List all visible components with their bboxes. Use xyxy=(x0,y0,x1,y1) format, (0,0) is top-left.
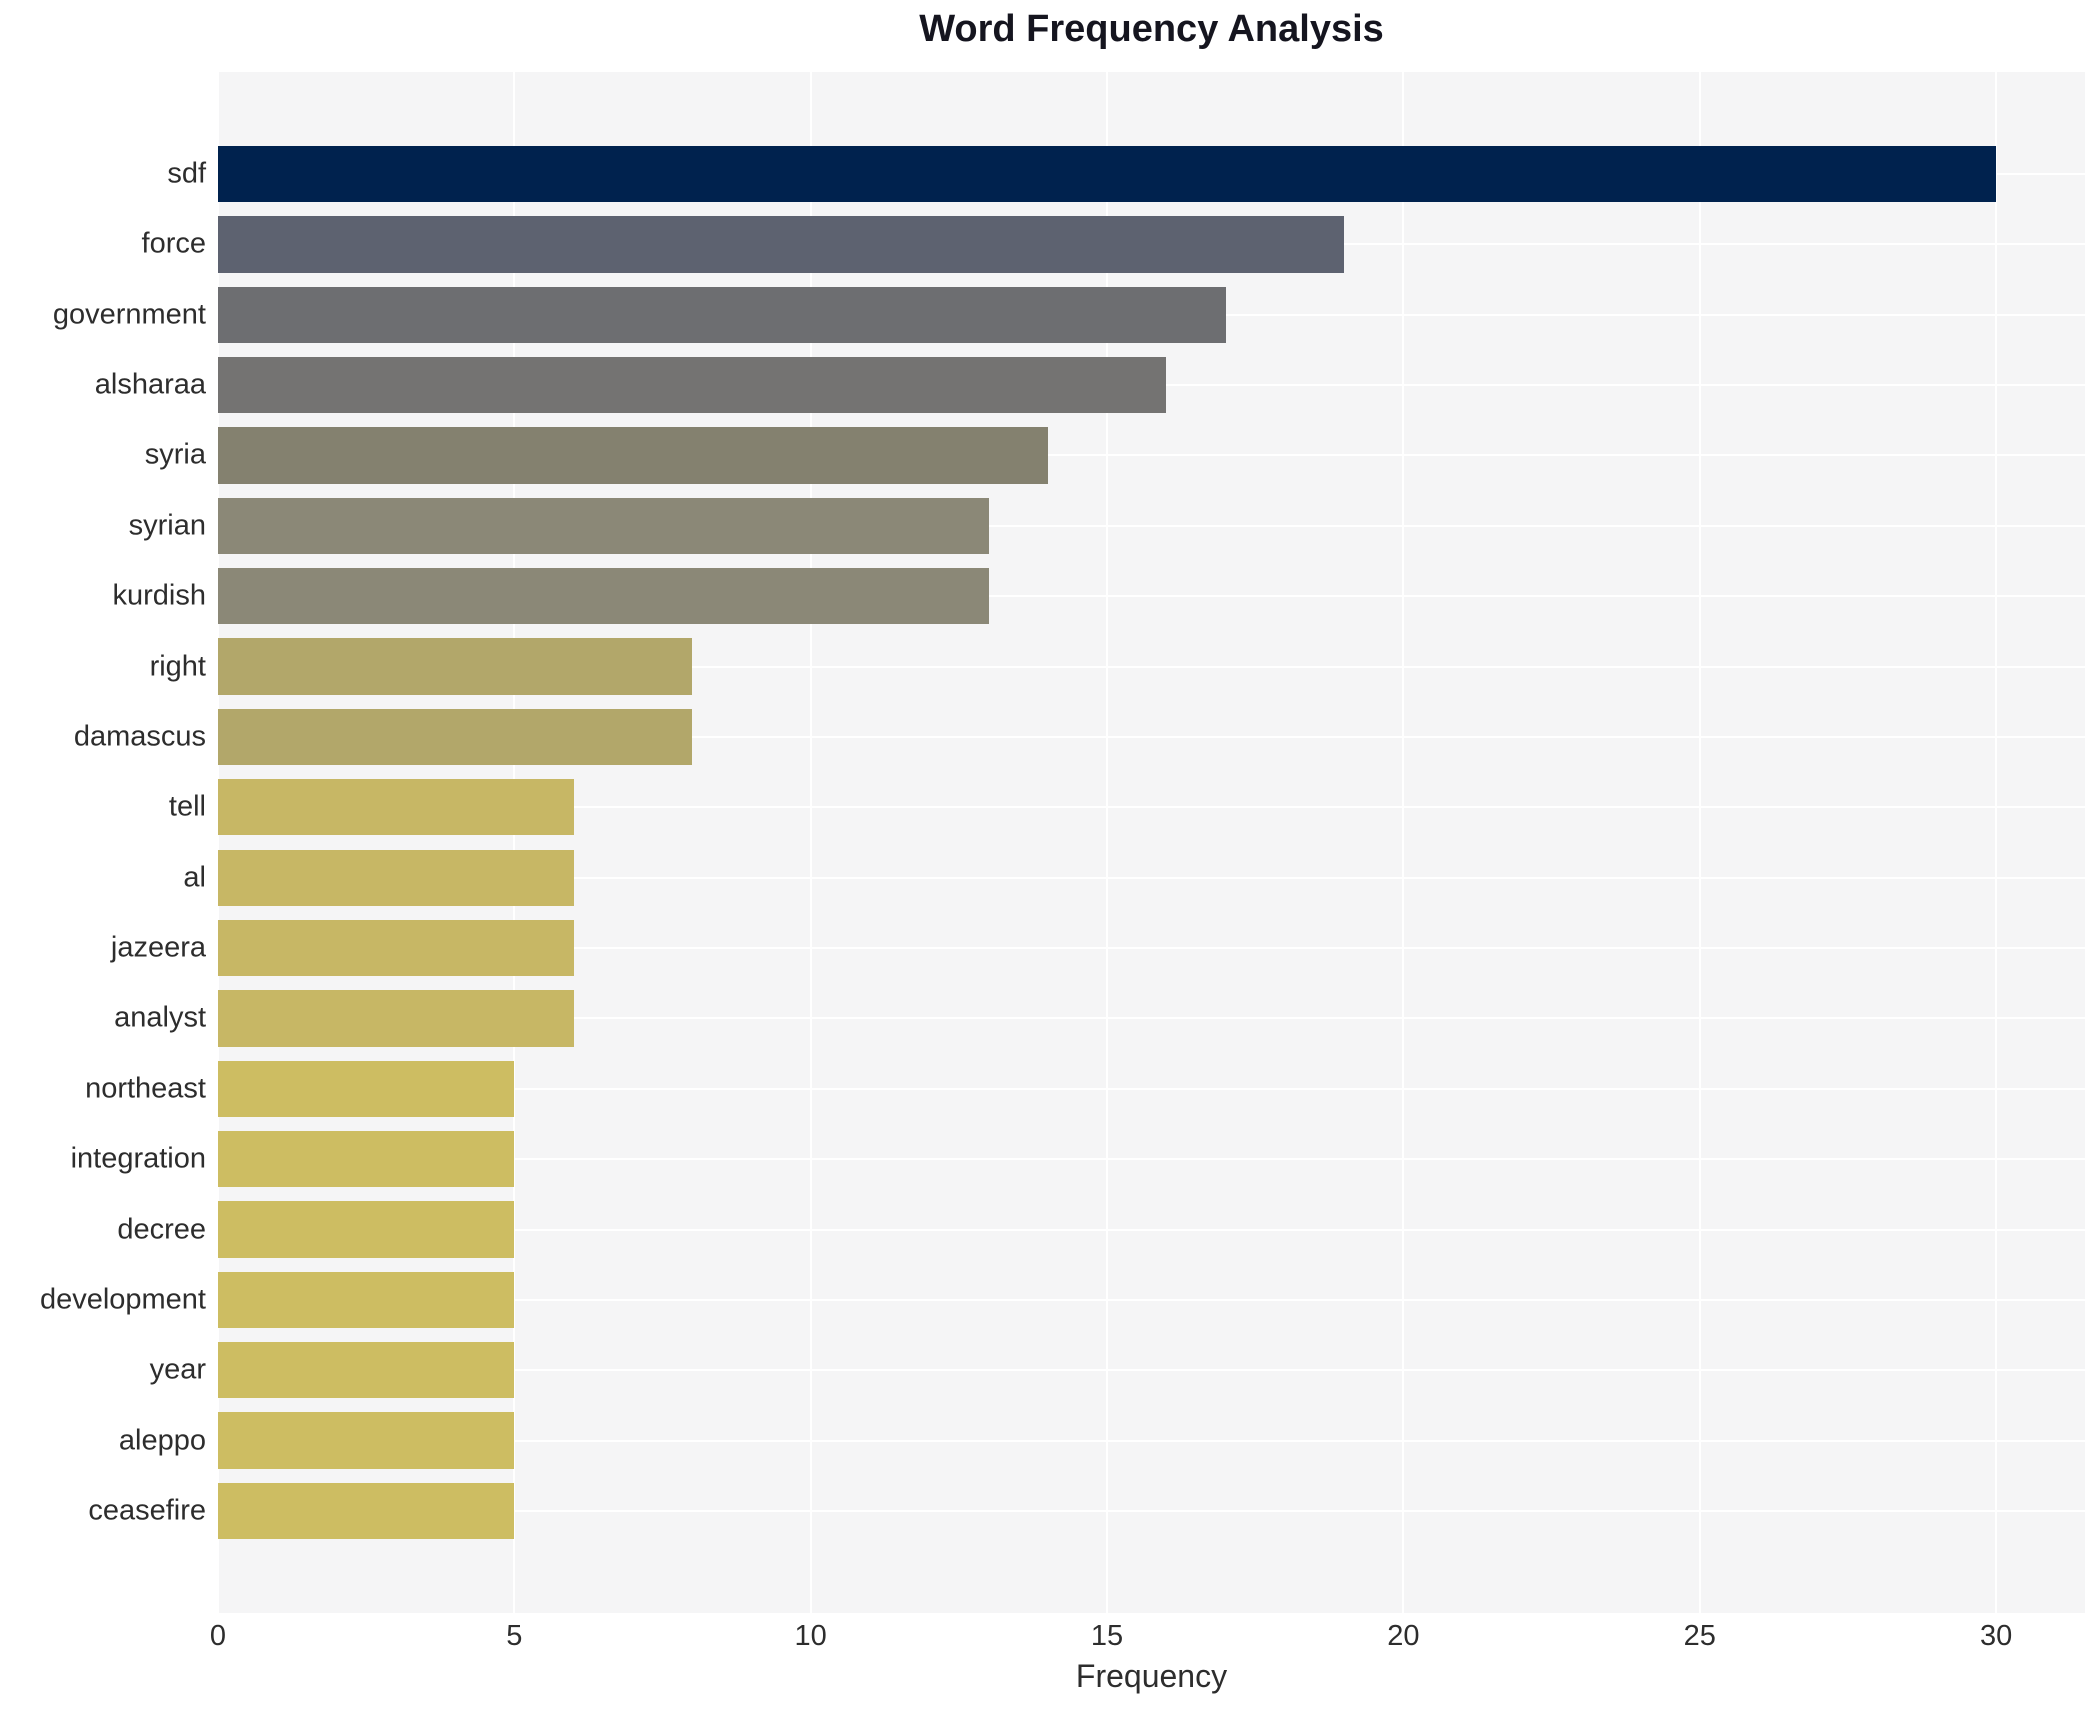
y-tick-label: alsharaa xyxy=(94,368,206,401)
gridline-horizontal xyxy=(218,735,2085,738)
bar-alsharaa xyxy=(218,356,1167,414)
gridline-vertical xyxy=(217,72,219,1613)
gridline-horizontal xyxy=(218,1298,2085,1301)
gridline-horizontal xyxy=(218,595,2085,598)
y-tick-label: jazeera xyxy=(110,931,206,964)
gridline-horizontal xyxy=(218,665,2085,668)
bar-government xyxy=(218,286,1226,343)
y-tick-label: right xyxy=(149,650,206,683)
y-tick-label: analyst xyxy=(114,1001,206,1034)
x-tick-label: 25 xyxy=(1683,1620,1716,1652)
x-tick-label: 30 xyxy=(1979,1620,2013,1652)
bar-syria xyxy=(218,427,1048,484)
y-tick-label: development xyxy=(39,1283,206,1316)
bar-development xyxy=(218,1271,515,1328)
y-tick-label: syrian xyxy=(128,509,206,542)
x-tick-label: 20 xyxy=(1387,1620,1420,1652)
bar-damascus xyxy=(218,708,693,766)
y-tick-label: tell xyxy=(168,790,206,823)
gridline-horizontal xyxy=(218,454,2085,457)
bar-ceasefire xyxy=(218,1482,515,1540)
gridline-horizontal xyxy=(218,1509,2085,1512)
x-tick-label: 5 xyxy=(506,1620,523,1652)
x-axis-title: Frequency xyxy=(1075,1658,1228,1694)
gridline-horizontal xyxy=(218,876,2085,879)
bar-syrian xyxy=(218,497,989,554)
gridline-vertical xyxy=(1402,72,1405,1613)
plot-area xyxy=(217,72,2085,1613)
gridline-horizontal xyxy=(218,1158,2085,1161)
bar-force xyxy=(218,216,1345,273)
gridline-horizontal xyxy=(218,806,2085,809)
y-tick-label: damascus xyxy=(73,720,206,753)
y-tick-label: ceasefire xyxy=(88,1494,206,1527)
y-tick-label: syria xyxy=(144,438,206,471)
y-tick-label: integration xyxy=(70,1142,206,1175)
gridline-horizontal xyxy=(218,1369,2085,1372)
gridline-vertical xyxy=(1106,72,1109,1613)
gridline-horizontal xyxy=(218,947,2085,950)
x-axis-ticks: 0 5 10 15 20 25 30 xyxy=(210,1620,2085,1656)
gridline-vertical xyxy=(809,72,812,1613)
gridline-vertical xyxy=(1995,72,1998,1613)
y-tick-label: year xyxy=(149,1353,206,1386)
y-axis-labels: sdf force government alsharaa syria syrian kur… xyxy=(0,72,206,1613)
y-tick-label: decree xyxy=(117,1213,206,1245)
bar-jazeera xyxy=(218,919,574,977)
bar-kurdish xyxy=(218,568,989,625)
gridline-horizontal xyxy=(218,1228,2085,1231)
bar-decree xyxy=(218,1201,515,1258)
gridline-horizontal xyxy=(218,524,2085,527)
bar-aleppo xyxy=(218,1412,515,1469)
y-tick-label: force xyxy=(141,227,206,260)
bar-integration xyxy=(218,1130,515,1188)
x-tick-label: 0 xyxy=(209,1620,227,1652)
x-tick-label: 15 xyxy=(1090,1620,1124,1652)
bar-al xyxy=(218,849,574,906)
bar-analyst xyxy=(218,990,574,1047)
gridline-vertical xyxy=(513,72,516,1613)
bar-sdf xyxy=(218,145,1997,203)
gridline-horizontal xyxy=(218,1439,2085,1442)
bar-tell xyxy=(218,779,574,836)
x-tick-label: 10 xyxy=(794,1620,827,1652)
y-tick-label: kurdish xyxy=(112,579,207,612)
y-tick-label: sdf xyxy=(167,157,206,190)
bar-year xyxy=(218,1342,515,1399)
y-tick-label: al xyxy=(183,861,206,894)
gridline-horizontal xyxy=(218,1017,2085,1020)
gridline-vertical xyxy=(1698,72,1701,1613)
bar-northeast xyxy=(218,1060,515,1117)
y-tick-label: government xyxy=(52,298,206,331)
bar-right xyxy=(218,638,693,695)
y-tick-label: northeast xyxy=(85,1072,206,1105)
chart-title: Word Frequency Analysis xyxy=(919,8,1384,50)
y-tick-label: aleppo xyxy=(118,1424,206,1457)
gridline-horizontal xyxy=(218,1087,2085,1090)
